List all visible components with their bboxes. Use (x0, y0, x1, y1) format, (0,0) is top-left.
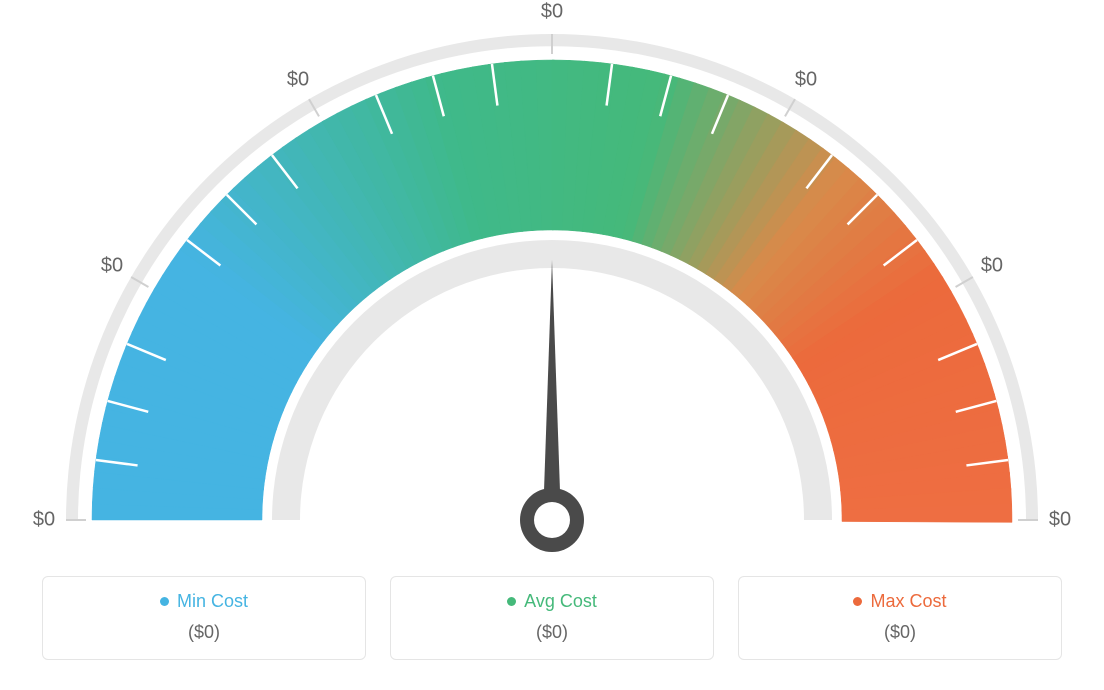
legend-value: ($0) (43, 622, 365, 643)
gauge-tick-label: $0 (101, 255, 123, 278)
gauge-tick-label: $0 (981, 255, 1003, 278)
legend-row: Min Cost ($0) Avg Cost ($0) Max Cost ($0… (42, 576, 1062, 660)
gauge-tick-label: $0 (795, 69, 817, 92)
dot-icon (160, 597, 169, 606)
gauge-svg (0, 0, 1104, 560)
dot-icon (507, 597, 516, 606)
legend-label: Avg Cost (524, 591, 597, 612)
legend-value: ($0) (739, 622, 1061, 643)
legend-label: Min Cost (177, 591, 248, 612)
legend-title-min: Min Cost (160, 591, 248, 612)
legend-card-avg: Avg Cost ($0) (390, 576, 714, 660)
gauge-tick-label: $0 (541, 1, 563, 24)
gauge-tick-label: $0 (287, 69, 309, 92)
gauge-cost-chart: $0 $0 $0 $0 $0 $0 $0 Min Cost ($0) Avg Cost ($… (0, 0, 1104, 690)
gauge-tick-label: $0 (1049, 509, 1071, 532)
dot-icon (853, 597, 862, 606)
gauge-tick-label: $0 (33, 509, 55, 532)
gauge-area: $0 $0 $0 $0 $0 $0 $0 (0, 0, 1104, 560)
legend-card-max: Max Cost ($0) (738, 576, 1062, 660)
legend-label: Max Cost (870, 591, 946, 612)
legend-title-max: Max Cost (853, 591, 946, 612)
legend-value: ($0) (391, 622, 713, 643)
legend-title-avg: Avg Cost (507, 591, 597, 612)
legend-card-min: Min Cost ($0) (42, 576, 366, 660)
